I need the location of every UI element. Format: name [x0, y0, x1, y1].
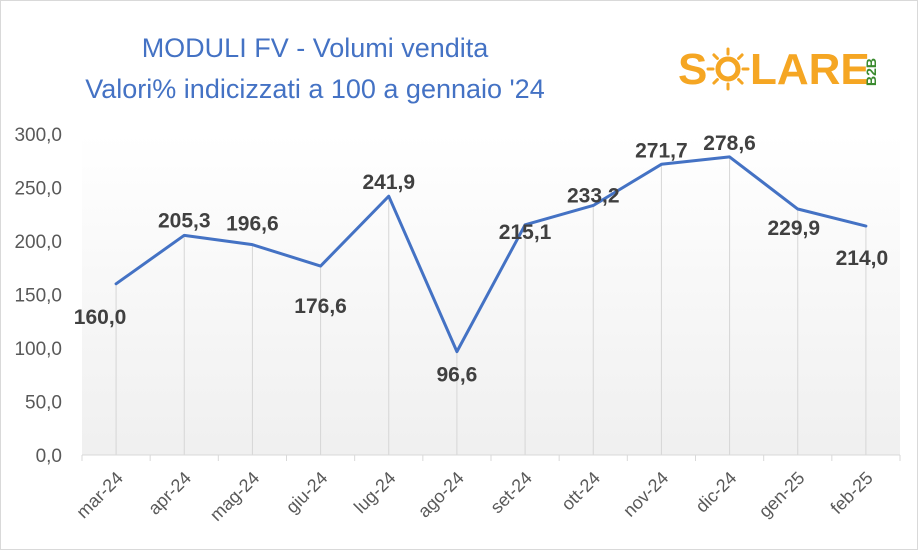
data-label: 160,0: [74, 306, 127, 329]
data-label: 241,9: [362, 171, 415, 194]
chart-title-line2: Valori% indicizzati a 100 a gennaio '24: [85, 74, 545, 104]
data-label: 214,0: [836, 247, 889, 270]
logo-letter-s: S: [678, 45, 707, 94]
logo-text-lare: LARE: [750, 45, 870, 94]
y-tick-label: 250,0: [14, 179, 62, 200]
x-tick-label: nov-24: [619, 468, 672, 521]
data-label: 233,2: [567, 184, 620, 207]
x-tick-label: ott-24: [557, 468, 604, 515]
x-tick-label: lug-24: [350, 468, 400, 518]
x-tick-label: mar-24: [72, 468, 126, 522]
y-tick-label: 50,0: [25, 393, 62, 414]
x-tick-label: apr-24: [144, 468, 195, 519]
data-label: 215,1: [499, 221, 552, 244]
y-tick-label: 150,0: [14, 286, 62, 307]
x-tick-label: giu-24: [282, 468, 332, 518]
data-label: 176,6: [294, 295, 347, 318]
data-label: 196,6: [226, 213, 279, 236]
y-tick-label: 300,0: [14, 125, 62, 146]
x-tick-label: gen-25: [755, 468, 809, 522]
plot-background: [82, 134, 900, 455]
logo-badge-b2b: B2B: [863, 58, 879, 86]
y-tick-label: 200,0: [14, 232, 62, 253]
data-label: 205,3: [158, 209, 211, 232]
data-label: 229,9: [767, 217, 820, 240]
solare-b2b-logo: S LARE B2B: [678, 45, 879, 94]
x-tick-label: dic-24: [692, 468, 741, 517]
x-tick-label: feb-25: [827, 468, 877, 518]
y-tick-label: 0,0: [36, 446, 62, 467]
chart-title-line1: MODULI FV - Volumi vendita: [141, 33, 489, 63]
data-label: 271,7: [635, 139, 688, 162]
data-label: 278,6: [703, 132, 756, 155]
x-tick-label: ago-24: [414, 468, 468, 522]
x-tick-label: mag-24: [206, 468, 263, 525]
data-label: 96,6: [436, 364, 477, 387]
logo-sun-icon: [706, 47, 750, 91]
y-tick-label: 100,0: [14, 339, 62, 360]
x-tick-label: set-24: [486, 468, 536, 518]
series-line: [114, 155, 868, 354]
